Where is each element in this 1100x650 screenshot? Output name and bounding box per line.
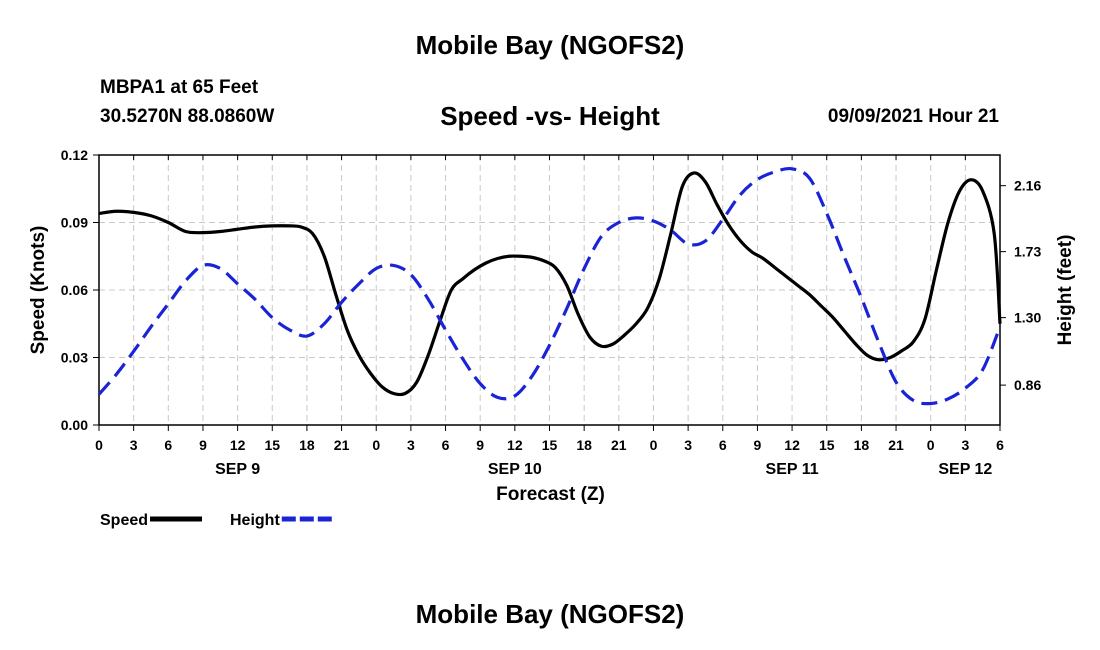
x-tick-label: 0: [372, 437, 380, 453]
x-tick-label: 21: [334, 437, 350, 453]
footer-title: Mobile Bay (NGOFS2): [415, 599, 685, 629]
y2-axis-label: Height (feet): [1055, 235, 1076, 346]
y-tick-label: 0.09: [61, 215, 88, 231]
x-tick-label: 0: [650, 437, 658, 453]
x-axis-label: Forecast (Z): [496, 484, 605, 505]
x-tick-label: 3: [684, 437, 692, 453]
x-tick-label: 6: [442, 437, 450, 453]
y-tick-label: 0.03: [61, 350, 88, 366]
forecast-datetime: 09/09/2021 Hour 21: [827, 106, 999, 127]
y2-tick-label: 0.86: [1014, 377, 1041, 393]
date-label: SEP 12: [938, 461, 992, 478]
y-tick-label: 0.00: [61, 417, 88, 433]
date-label: SEP 11: [766, 461, 819, 478]
x-tick-label: 12: [230, 437, 246, 453]
chart-title: Speed -vs- Height: [440, 101, 660, 131]
x-tick-label: 3: [130, 437, 138, 453]
x-tick-label: 21: [888, 437, 904, 453]
date-label: SEP 10: [488, 461, 542, 478]
legend-label-speed: Speed: [100, 512, 148, 529]
x-tick-label: 3: [961, 437, 969, 453]
y-tick-label: 0.06: [61, 282, 88, 298]
x-tick-label: 15: [819, 437, 835, 453]
x-tick-label: 15: [542, 437, 558, 453]
station-coordinates: 30.5270N 88.0860W: [100, 106, 275, 127]
series-line-speed: [98, 171, 1002, 397]
legend-label-height: Height: [230, 512, 280, 529]
x-tick-label: 18: [299, 437, 315, 453]
y-tick-label: 0.12: [61, 147, 88, 163]
x-tick-label: 21: [611, 437, 627, 453]
x-tick-label: 12: [507, 437, 523, 453]
x-tick-label: 6: [719, 437, 727, 453]
x-tick-label: 12: [784, 437, 800, 453]
date-label: SEP 9: [215, 461, 260, 478]
page-title: Mobile Bay (NGOFS2): [415, 30, 685, 60]
x-tick-label: 9: [754, 437, 762, 453]
y2-tick-label: 2.16: [1014, 178, 1041, 194]
x-tick-label: 0: [95, 437, 103, 453]
x-tick-label: 18: [854, 437, 870, 453]
x-tick-label: 3: [407, 437, 415, 453]
x-tick-label: 9: [199, 437, 207, 453]
series-line-height: [97, 166, 1002, 406]
station-label: MBPA1 at 65 Feet: [100, 77, 259, 98]
y2-tick-label: 1.30: [1014, 310, 1041, 326]
x-tick-label: 15: [264, 437, 280, 453]
x-tick-label: 9: [476, 437, 484, 453]
x-tick-label: 6: [996, 437, 1004, 453]
x-tick-label: 18: [576, 437, 592, 453]
x-tick-label: 6: [164, 437, 172, 453]
x-tick-label: 0: [927, 437, 935, 453]
y-axis-label: Speed (Knots): [28, 226, 49, 355]
y2-tick-label: 1.73: [1014, 244, 1041, 260]
